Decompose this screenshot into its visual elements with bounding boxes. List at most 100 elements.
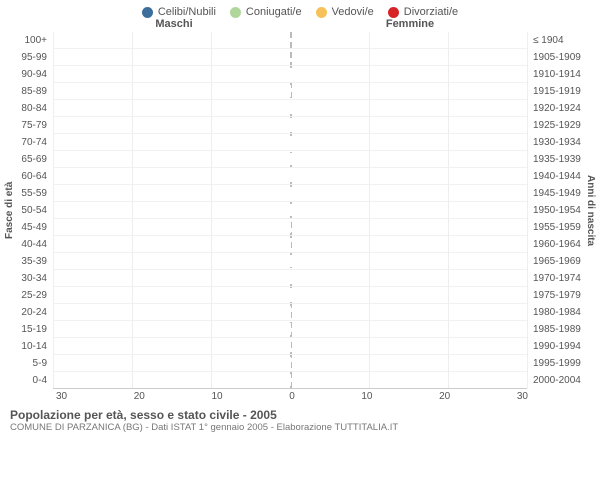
grid-line <box>527 32 528 388</box>
y-tick-cohort: 1980-1984 <box>527 304 585 321</box>
pyramid-row <box>53 32 527 48</box>
legend-item: Celibi/Nubili <box>142 6 216 18</box>
bar-segment <box>290 374 291 386</box>
bar-segment <box>291 187 292 199</box>
y-tick-cohort: 1955-1959 <box>527 219 585 236</box>
chart-subtitle: COMUNE DI PARZANICA (BG) - Dati ISTAT 1°… <box>10 422 590 433</box>
x-tick: 10 <box>211 391 222 402</box>
pyramid-row <box>53 337 527 354</box>
y-tick-cohort: 1910-1914 <box>527 66 585 83</box>
y-tick-age: 30-34 <box>15 270 53 287</box>
female-bar <box>290 221 291 233</box>
female-bar <box>290 357 291 369</box>
y-tick-age: 50-54 <box>15 202 53 219</box>
female-half <box>290 372 527 388</box>
y-tick-age: 90-94 <box>15 66 53 83</box>
chart-title: Popolazione per età, sesso e stato civil… <box>10 408 590 422</box>
y-tick-age: 85-89 <box>15 83 53 100</box>
female-half <box>290 355 527 371</box>
bar-segment <box>291 289 292 301</box>
y-axis-label-right: Anni di nascita <box>585 32 596 389</box>
female-bar <box>290 306 291 318</box>
x-tick: 30 <box>517 391 528 402</box>
female-half <box>290 338 527 354</box>
legend-swatch <box>142 7 153 18</box>
pyramid-row <box>53 235 527 252</box>
pyramid-row <box>53 184 527 201</box>
male-half <box>53 83 290 99</box>
female-half <box>290 185 527 201</box>
male-half <box>53 134 290 150</box>
pyramid-row <box>53 116 527 133</box>
pyramid-row <box>53 167 527 184</box>
female-half <box>290 66 527 82</box>
y-tick-age: 60-64 <box>15 168 53 185</box>
x-ticks: 3020100102030 <box>56 391 528 402</box>
pyramid-row <box>53 218 527 235</box>
pyramid-row <box>53 48 527 65</box>
footer: Popolazione per età, sesso e stato civil… <box>0 404 600 437</box>
y-tick-cohort: ≤ 1904 <box>527 32 585 49</box>
y-tick-cohort: 1995-1999 <box>527 355 585 372</box>
y-tick-cohort: 1945-1949 <box>527 185 585 202</box>
legend-label: Vedovi/e <box>332 6 374 18</box>
y-tick-cohort: 2000-2004 <box>527 372 585 389</box>
female-half <box>290 32 527 48</box>
female-half <box>290 219 527 235</box>
female-half <box>290 49 527 65</box>
bar-rows <box>53 32 527 388</box>
y-tick-age: 5-9 <box>15 355 53 372</box>
pyramid-row <box>53 252 527 269</box>
female-bar <box>290 272 292 284</box>
pyramid-row <box>53 354 527 371</box>
header-male: Maschi <box>56 18 292 30</box>
male-half <box>53 236 290 252</box>
female-bar <box>290 102 293 114</box>
female-bar <box>290 255 292 267</box>
male-half <box>53 49 290 65</box>
female-bar <box>290 153 292 165</box>
pyramid-row <box>53 303 527 320</box>
bar-segment <box>291 204 292 216</box>
pyramid-row <box>53 150 527 167</box>
female-half <box>290 253 527 269</box>
female-bar <box>290 340 291 352</box>
y-tick-cohort: 1935-1939 <box>527 151 585 168</box>
male-half <box>53 219 290 235</box>
y-tick-age: 40-44 <box>15 236 53 253</box>
bar-segment <box>291 255 292 267</box>
bar-segment <box>292 102 293 114</box>
pyramid-row <box>53 371 527 388</box>
female-half <box>290 117 527 133</box>
bar-segment <box>292 119 293 131</box>
y-tick-cohort: 1960-1964 <box>527 236 585 253</box>
pyramid-row <box>53 82 527 99</box>
header-female: Femmine <box>292 18 528 30</box>
y-tick-age: 70-74 <box>15 134 53 151</box>
pyramid-row <box>53 269 527 286</box>
y-tick-cohort: 1985-1989 <box>527 321 585 338</box>
female-half <box>290 321 527 337</box>
female-half <box>290 304 527 320</box>
y-ticks-cohort: ≤ 19041905-19091910-19141915-19191920-19… <box>527 32 585 389</box>
y-tick-age: 80-84 <box>15 100 53 117</box>
y-tick-age: 35-39 <box>15 253 53 270</box>
x-axis: 3020100102030 <box>0 389 600 404</box>
female-bar <box>290 374 291 386</box>
y-tick-cohort: 1975-1979 <box>527 287 585 304</box>
y-tick-age: 100+ <box>15 32 53 49</box>
male-half <box>53 202 290 218</box>
legend-item: Coniugati/e <box>230 6 302 18</box>
legend-label: Divorziati/e <box>404 6 458 18</box>
y-tick-age: 15-19 <box>15 321 53 338</box>
bar-segment <box>291 272 292 284</box>
male-half <box>53 117 290 133</box>
female-bar <box>290 68 292 80</box>
y-tick-cohort: 1990-1994 <box>527 338 585 355</box>
legend-swatch <box>388 7 399 18</box>
y-tick-cohort: 1925-1929 <box>527 117 585 134</box>
x-tick: 30 <box>56 391 67 402</box>
legend-item: Vedovi/e <box>316 6 374 18</box>
x-tick: 0 <box>289 391 295 402</box>
pyramid-row <box>53 320 527 337</box>
